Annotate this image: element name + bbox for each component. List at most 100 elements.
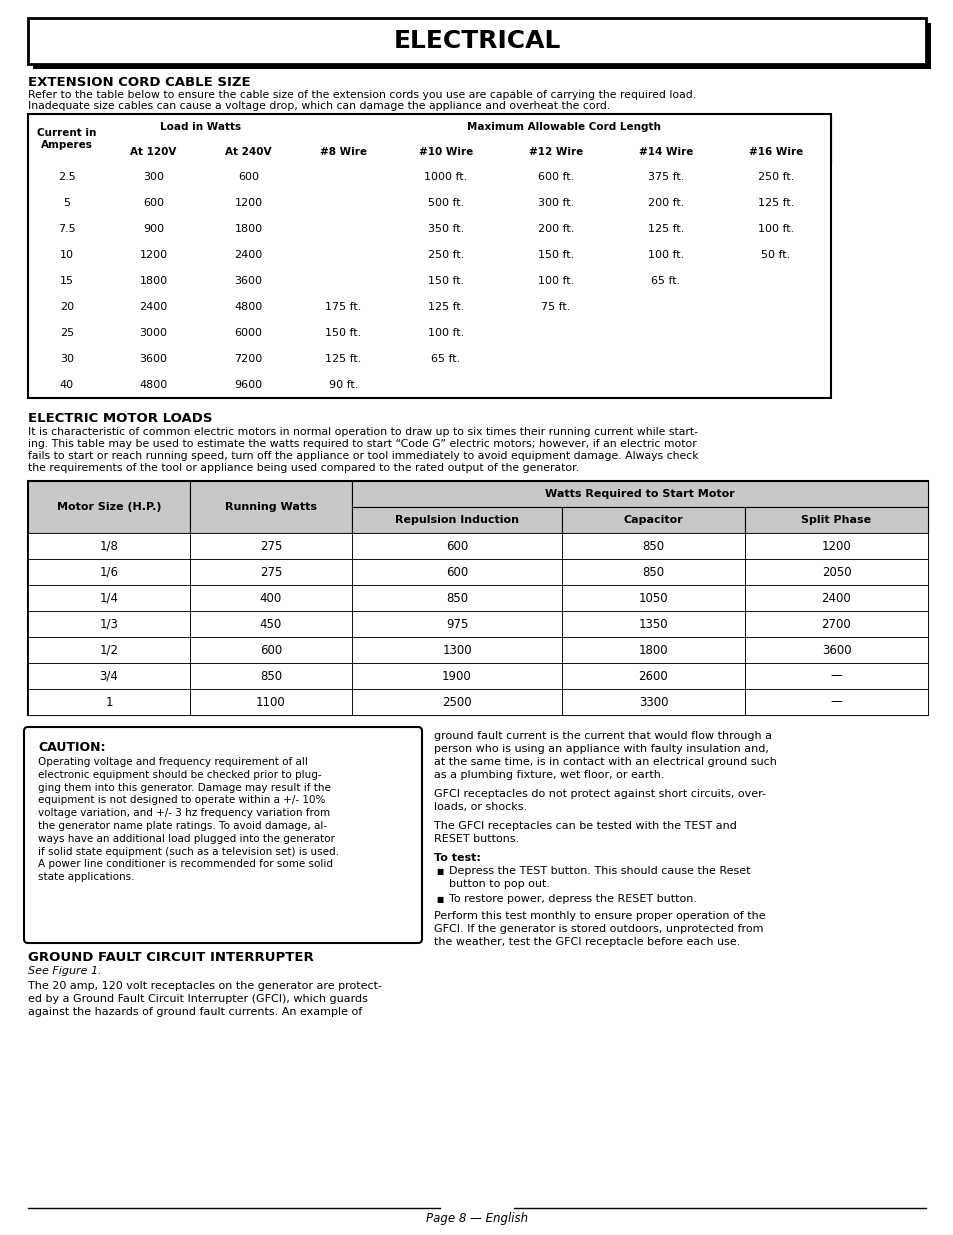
Bar (106, 320, 201, 346)
Bar (391, 190, 500, 216)
Bar (28, 534, 190, 559)
Text: the weather, test the GFCI receptacle before each use.: the weather, test the GFCI receptacle be… (434, 937, 740, 947)
Bar (500, 242, 610, 268)
Text: Motor Size (H.P.): Motor Size (H.P.) (56, 501, 161, 513)
Text: 375 ft.: 375 ft. (647, 172, 683, 182)
Text: 250 ft.: 250 ft. (757, 172, 793, 182)
Text: GFCI receptacles do not protect against short circuits, over-: GFCI receptacles do not protect against … (434, 789, 765, 799)
Text: the requirements of the tool or appliance being used compared to the rated outpu: the requirements of the tool or applianc… (28, 463, 578, 473)
Text: —: — (830, 669, 841, 683)
Text: 1000 ft.: 1000 ft. (424, 172, 467, 182)
Bar (352, 559, 561, 585)
Text: 1350: 1350 (638, 618, 668, 631)
Text: 1200: 1200 (139, 249, 168, 261)
Bar (352, 534, 561, 559)
Text: 900: 900 (143, 224, 164, 233)
Text: To restore power, depress the RESET button.: To restore power, depress the RESET butt… (449, 894, 697, 904)
Text: 200 ft.: 200 ft. (537, 224, 574, 233)
Text: 2400: 2400 (234, 249, 262, 261)
Text: 150 ft.: 150 ft. (428, 275, 464, 287)
Bar (28, 372, 106, 398)
Bar (28, 114, 106, 164)
Text: Watts Required to Start Motor: Watts Required to Start Motor (544, 489, 734, 499)
Text: 10: 10 (60, 249, 74, 261)
Text: 4800: 4800 (234, 303, 262, 312)
Text: EXTENSION CORD CABLE SIZE: EXTENSION CORD CABLE SIZE (28, 77, 251, 89)
Text: Perform this test monthly to ensure proper operation of the: Perform this test monthly to ensure prop… (434, 911, 765, 921)
Text: 40: 40 (60, 380, 74, 390)
Text: 300 ft.: 300 ft. (537, 198, 574, 207)
Text: ed by a Ground Fault Circuit Interrupter (GFCI), which guards: ed by a Ground Fault Circuit Interrupter… (28, 994, 368, 1004)
Text: 7.5: 7.5 (58, 224, 76, 233)
Text: 65 ft.: 65 ft. (431, 354, 460, 364)
Bar (28, 637, 190, 663)
Bar (28, 689, 190, 715)
Text: See Figure 1.: See Figure 1. (28, 966, 102, 976)
Bar (352, 585, 561, 611)
Text: The GFCI receptacles can be tested with the TEST and: The GFCI receptacles can be tested with … (434, 821, 736, 831)
Text: 600: 600 (259, 643, 282, 657)
Text: 250 ft.: 250 ft. (427, 249, 464, 261)
Bar (295, 140, 391, 164)
Text: person who is using an appliance with faulty insulation and,: person who is using an appliance with fa… (434, 743, 768, 755)
Bar (720, 140, 830, 164)
Text: 175 ft.: 175 ft. (325, 303, 361, 312)
Text: GROUND FAULT CIRCUIT INTERRUPTER: GROUND FAULT CIRCUIT INTERRUPTER (28, 951, 314, 965)
Bar (391, 346, 500, 372)
Bar (28, 216, 106, 242)
Bar (744, 637, 927, 663)
Text: A power line conditioner is recommended for some solid: A power line conditioner is recommended … (38, 860, 333, 869)
Text: 450: 450 (259, 618, 282, 631)
Text: as a plumbing fixture, wet floor, or earth.: as a plumbing fixture, wet floor, or ear… (434, 769, 664, 781)
Text: 65 ft.: 65 ft. (651, 275, 679, 287)
Text: 850: 850 (641, 566, 664, 578)
Text: 1800: 1800 (234, 224, 262, 233)
Text: 1200: 1200 (821, 540, 850, 552)
Bar (352, 611, 561, 637)
Bar (201, 242, 295, 268)
Text: Load in Watts: Load in Watts (160, 122, 241, 132)
Text: It is characteristic of common electric motors in normal operation to draw up to: It is characteristic of common electric … (28, 427, 698, 437)
Text: Inadequate size cables can cause a voltage drop, which can damage the appliance : Inadequate size cables can cause a volta… (28, 101, 610, 111)
Text: 1/3: 1/3 (99, 618, 118, 631)
Text: To test:: To test: (434, 853, 480, 863)
Bar (106, 140, 201, 164)
Text: ways have an additional load plugged into the generator: ways have an additional load plugged int… (38, 834, 335, 844)
Text: 500 ft.: 500 ft. (428, 198, 464, 207)
Text: 275: 275 (259, 566, 282, 578)
Bar (201, 294, 295, 320)
Text: ■: ■ (436, 895, 443, 904)
Text: 15: 15 (60, 275, 74, 287)
Bar (28, 294, 106, 320)
Bar (295, 164, 391, 190)
Text: loads, or shocks.: loads, or shocks. (434, 802, 527, 811)
Bar (190, 534, 352, 559)
Text: ■: ■ (436, 867, 443, 876)
Text: state applications.: state applications. (38, 872, 134, 882)
Bar (391, 140, 500, 164)
Bar (106, 216, 201, 242)
Text: #12 Wire: #12 Wire (528, 147, 582, 157)
Bar (720, 320, 830, 346)
Text: 400: 400 (259, 592, 282, 604)
Text: 2400: 2400 (821, 592, 850, 604)
Bar (610, 346, 720, 372)
Bar (561, 663, 744, 689)
Bar (106, 164, 201, 190)
Bar (391, 242, 500, 268)
Text: 2700: 2700 (821, 618, 850, 631)
Text: 1/6: 1/6 (99, 566, 118, 578)
Bar (610, 320, 720, 346)
Bar (561, 508, 744, 534)
Text: button to pop out.: button to pop out. (449, 879, 550, 889)
Text: Depress the TEST button. This should cause the Reset: Depress the TEST button. This should cau… (449, 866, 750, 876)
Bar (352, 508, 561, 534)
Bar (28, 114, 830, 398)
Bar (561, 637, 744, 663)
Text: At 240V: At 240V (225, 147, 272, 157)
Text: electronic equipment should be checked prior to plug-: electronic equipment should be checked p… (38, 769, 321, 779)
Bar (352, 663, 561, 689)
Text: At 120V: At 120V (131, 147, 176, 157)
Text: 850: 850 (445, 592, 468, 604)
Text: 600 ft.: 600 ft. (537, 172, 574, 182)
